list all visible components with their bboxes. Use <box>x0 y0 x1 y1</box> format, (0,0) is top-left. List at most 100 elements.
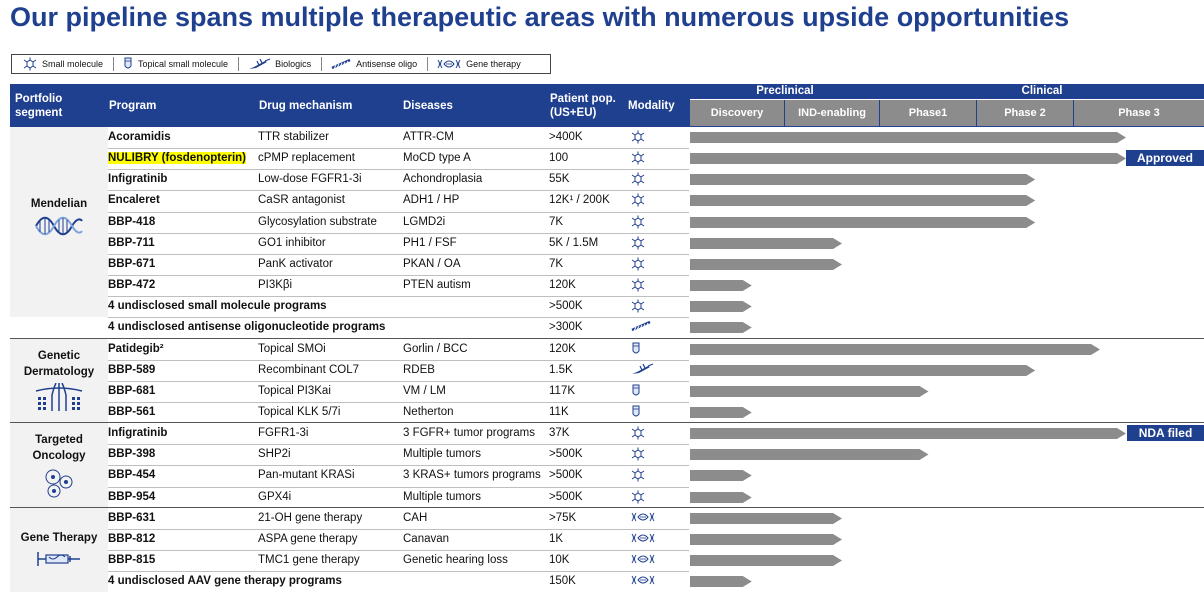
program-name: BBP-671 <box>108 257 156 270</box>
table-row: Encaleret CaSR antagonist ADH1 / HP 12K¹ / … <box>108 190 689 211</box>
patient-population: 1.5K <box>549 363 573 376</box>
progress-bar-arrow <box>690 343 1100 355</box>
antisense-oligo-icon <box>630 320 652 335</box>
progress-bar <box>690 237 842 249</box>
patient-population: >500K <box>549 469 583 482</box>
mechanism: Low-dose FGFR1-3i <box>258 173 362 186</box>
header-pop-line1: Patient pop. <box>550 92 616 105</box>
progress-bar-arrow <box>690 364 1036 376</box>
patient-population: 150K <box>549 575 576 588</box>
progress-bar-arrow <box>690 406 752 418</box>
progress-bar-arrow <box>690 322 752 334</box>
small-molecule-icon <box>630 490 646 505</box>
program-name: BBP-454 <box>108 469 156 482</box>
phase-header-phase1: Phase1 <box>880 100 976 126</box>
progress-bar <box>690 491 752 503</box>
table-row: BBP-815 TMC1 gene therapy Genetic hearing … <box>108 550 689 571</box>
progress-bar-arrow <box>690 216 1036 228</box>
progress-bar-arrow <box>690 153 1126 165</box>
tumor-cells-icon <box>10 467 108 502</box>
table-row: BBP-472 PI3Kβi PTEN autism 120K <box>108 275 689 296</box>
table-row: Acoramidis TTR stabilizer ATTR-CM >400K <box>108 127 689 148</box>
mechanism: PI3Kβi <box>258 279 293 292</box>
program-name: Infigratinib <box>108 173 168 186</box>
antisense-oligo-icon <box>330 58 356 70</box>
progress-bar-arrow <box>690 237 842 249</box>
small-molecule-icon <box>630 193 646 208</box>
table-row: BBP-398 SHP2i Multiple tumors >500K <box>108 444 689 465</box>
progress-bar <box>690 576 752 588</box>
gene-therapy-icon <box>630 511 656 526</box>
patient-population: 11K <box>549 405 569 418</box>
header-program: Program <box>109 99 157 112</box>
table-row: 4 undisclosed AAV gene therapy programs 1… <box>108 571 689 592</box>
program-name: BBP-711 <box>108 236 155 249</box>
header-segment-line2: segment <box>15 106 63 119</box>
phase-header-phase-3: Phase 3 <box>1074 100 1204 126</box>
clinical-label: Clinical <box>880 84 1204 100</box>
legend-item-topical-small-molecule: Topical small molecule <box>113 57 228 71</box>
gene-therapy-icon <box>630 532 656 547</box>
patient-population: 100 <box>549 152 569 165</box>
legend-label: Antisense oligo <box>356 59 418 69</box>
patient-population: 5K / 1.5M <box>549 236 599 249</box>
mechanism: SHP2i <box>258 448 291 461</box>
small-molecule-icon <box>630 172 646 187</box>
patient-population: 7K <box>549 257 564 270</box>
table-row: Infigratinib Low-dose FGFR1-3i Achondropla… <box>108 169 689 190</box>
legend-label: Gene therapy <box>466 59 521 69</box>
table-row: BBP-589 Recombinant COL7 RDEB 1.5K <box>108 360 689 381</box>
small-molecule-icon <box>630 278 646 293</box>
patient-population: 7K <box>549 215 564 228</box>
program-name: BBP-681 <box>108 384 156 397</box>
program-name: BBP-631 <box>108 511 156 524</box>
program-name: BBP-398 <box>108 448 156 461</box>
progress-bar <box>690 343 1100 355</box>
program-name: NULIBRY (fosdenopterin) <box>108 148 246 169</box>
table-row: BBP-418 Glycosylation substrate LGMD2i 7K <box>108 212 689 233</box>
segment-genetic-dermatology: Genetic Dermatology <box>10 338 108 424</box>
legend-item-antisense-oligo: Antisense oligo <box>321 57 417 71</box>
disease: Achondroplasia <box>403 173 483 186</box>
table-row: BBP-454 Pan-mutant KRASi 3 KRAS+ tumors pr… <box>108 465 689 486</box>
progress-bar <box>690 533 842 545</box>
progress-bar <box>690 428 1126 440</box>
small-molecule-icon <box>630 130 646 145</box>
legend-item-small-molecule: Small molecule <box>22 57 103 71</box>
header-diseases: Diseases <box>403 99 453 112</box>
program-name: BBP-812 <box>108 532 156 545</box>
progress-bar-arrow <box>690 533 842 545</box>
page-title: Our pipeline spans multiple therapeutic … <box>10 2 1070 32</box>
progress-bar <box>690 449 929 461</box>
progress-bar-arrow <box>690 301 752 313</box>
small-molecule-icon <box>630 151 646 166</box>
patient-population: 120K <box>549 279 576 292</box>
phase-header-discovery: Discovery <box>690 100 784 126</box>
program-name: 4 undisclosed small molecule programs <box>108 300 327 313</box>
modality-legend: Small molecule Topical small molecule Biol… <box>11 54 551 74</box>
segment-name: Gene Therapy <box>20 532 98 545</box>
gene-therapy-icon <box>436 58 466 70</box>
biologics-icon <box>630 363 654 378</box>
progress-bar <box>690 195 1036 207</box>
status-badge: Approved <box>1126 150 1204 167</box>
program-name: BBP-418 <box>108 215 156 228</box>
mechanism: Glycosylation substrate <box>258 215 377 228</box>
disease: ADH1 / HP <box>403 194 460 207</box>
mechanism: PanK activator <box>258 257 333 270</box>
patient-population: >500K <box>549 490 583 503</box>
disease: PTEN autism <box>403 279 471 292</box>
small-molecule-icon <box>630 468 646 483</box>
table-row: 4 undisclosed small molecule programs >50… <box>108 296 689 317</box>
disease: RDEB <box>403 363 435 376</box>
phase-header-ind-enabling: IND-enabling <box>785 100 879 126</box>
table-row: BBP-561 Topical KLK 5/7i Netherton 11K <box>108 402 689 423</box>
patient-population: >500K <box>549 300 583 313</box>
program-name: Infigratinib <box>108 427 168 440</box>
progress-bar <box>690 258 842 270</box>
small-molecule-icon <box>630 426 646 441</box>
disease: CAH <box>403 511 428 524</box>
topical-small-molecule-icon <box>630 405 642 420</box>
header-modality: Modality <box>628 99 675 112</box>
program-name: BBP-815 <box>108 554 156 566</box>
